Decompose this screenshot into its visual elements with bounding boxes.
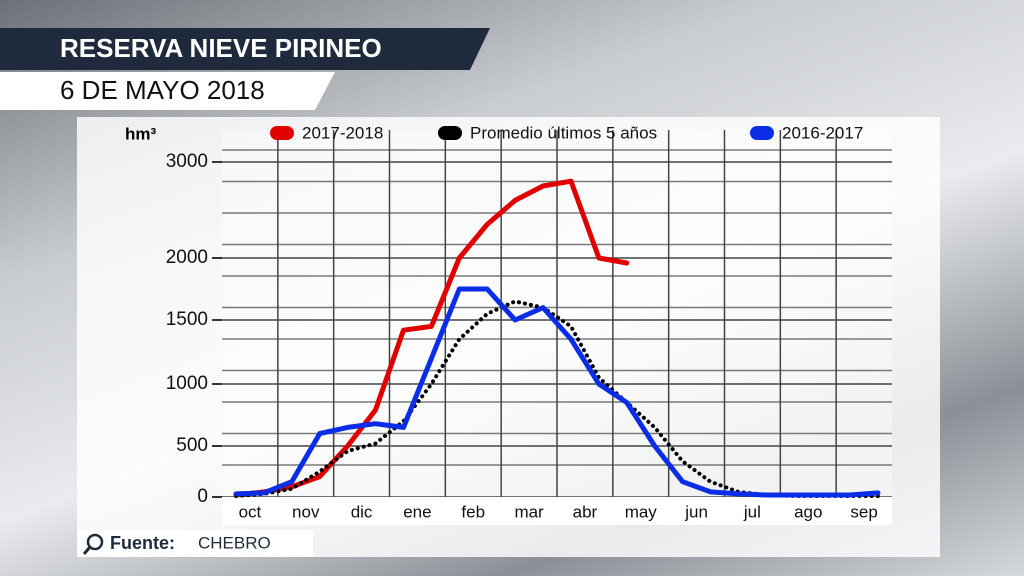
legend-swatch — [438, 126, 462, 140]
source-box — [78, 530, 313, 557]
x-tick-label: oct — [239, 502, 262, 521]
source-name: CHEBRO — [198, 533, 271, 552]
x-tick-label: ene — [403, 502, 431, 521]
y-tick-label: 1000 — [166, 373, 208, 394]
legend-label: 2017-2018 — [302, 123, 383, 142]
date: 6 DE MAYO 2018 — [60, 75, 265, 105]
x-tick-label: mar — [514, 502, 544, 521]
title-box — [0, 28, 490, 70]
title: RESERVA NIEVE PIRINEO — [60, 33, 382, 63]
series-line — [233, 286, 881, 498]
x-tick-label: abr — [573, 502, 598, 521]
y-tick-label: 2000 — [166, 247, 208, 268]
y-tick-label: 0 — [197, 486, 208, 507]
source-label: Fuente: — [110, 533, 175, 553]
x-tick-label: ago — [794, 502, 822, 521]
legend-swatch — [750, 126, 774, 140]
x-tick-label: jul — [743, 502, 761, 521]
panel — [77, 117, 940, 557]
date-box — [0, 72, 335, 110]
legend-swatch — [270, 126, 294, 140]
magnifier-icon — [86, 533, 104, 551]
legend-label: Promedio últimos 5 años — [470, 123, 657, 142]
y-tick-label: 3000 — [166, 151, 208, 172]
x-tick-label: nov — [292, 502, 320, 521]
x-tick-label: dic — [351, 502, 373, 521]
x-tick-label: jun — [684, 502, 708, 521]
x-axis-band — [222, 497, 892, 525]
x-tick-label: feb — [461, 502, 485, 521]
magnifier-handle — [82, 546, 92, 555]
x-tick-label: may — [625, 502, 658, 521]
series-line — [234, 299, 880, 498]
y-tick-label: 500 — [176, 435, 208, 456]
y-tick-label: 1500 — [166, 309, 208, 330]
y-axis-label: hm³ — [125, 124, 157, 143]
legend-label: 2016-2017 — [782, 123, 863, 142]
x-tick-label: sep — [850, 502, 877, 521]
